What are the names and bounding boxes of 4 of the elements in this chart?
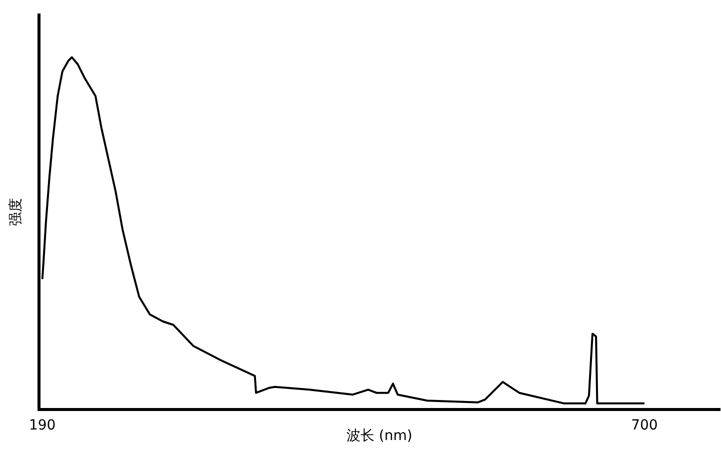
y-axis-title: 强度 xyxy=(8,198,24,226)
x-axis-title: 波长 (nm) xyxy=(346,428,412,444)
x-tick-label: 190 xyxy=(28,417,56,434)
x-tick-label: 700 xyxy=(631,417,658,434)
